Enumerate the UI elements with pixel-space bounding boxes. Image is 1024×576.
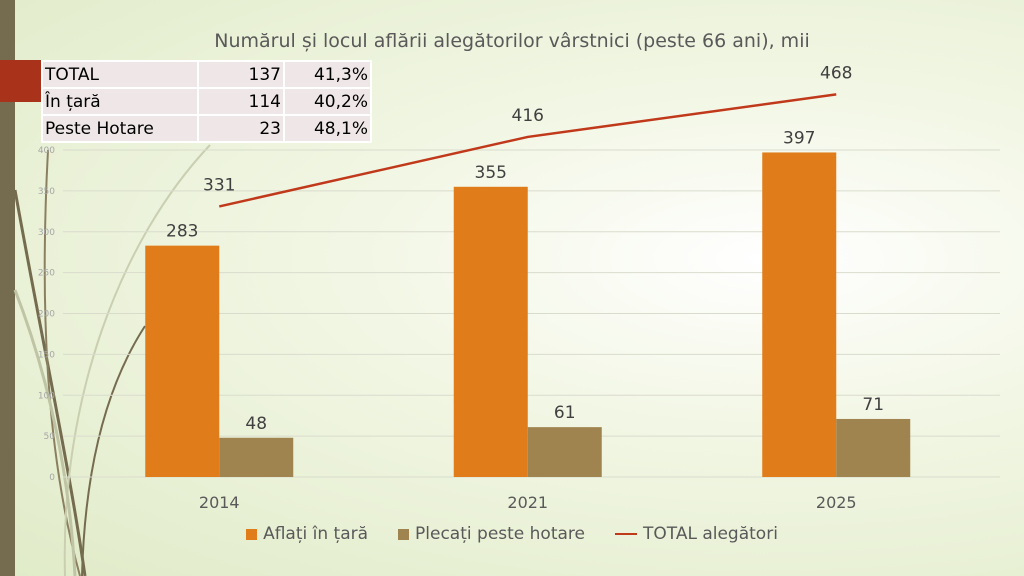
legend-label: Aflați în țară: [263, 524, 369, 544]
row-value: 23: [197, 114, 285, 143]
x-tick-label: 2014: [199, 493, 240, 512]
bar: [836, 418, 911, 477]
total-line: [218, 93, 837, 208]
summary-table: TOTAL 137 41,3% În țară 114 40,2% Peste …: [41, 60, 372, 143]
y-tick-label: 300: [38, 228, 55, 238]
bar: [527, 427, 602, 477]
data-label: 416: [512, 106, 544, 126]
bar: [453, 186, 528, 477]
y-tick-label: 100: [38, 391, 55, 401]
bar: [145, 245, 220, 477]
row-percent: 48,1%: [283, 114, 372, 143]
data-label: 61: [554, 403, 576, 423]
legend-label: Plecați peste hotare: [415, 524, 585, 544]
row-percent: 40,2%: [283, 87, 372, 116]
data-label: 283: [166, 222, 198, 242]
y-tick-label: 50: [44, 432, 56, 442]
legend-swatch: [246, 528, 258, 540]
row-label: Peste Hotare: [41, 114, 199, 143]
y-tick-label: 350: [38, 187, 55, 197]
legend-item: Aflați în țară: [246, 524, 368, 544]
data-label: 331: [203, 175, 235, 195]
accent-square: [0, 60, 41, 102]
data-label: 397: [783, 128, 815, 148]
legend-item: Plecați peste hotare: [398, 524, 585, 544]
legend: Aflați în țară Plecați peste hotare TOTA…: [0, 524, 1024, 544]
side-bar: [0, 0, 15, 576]
x-tick-label: 2025: [816, 493, 857, 512]
y-tick-label: 0: [49, 473, 55, 483]
y-tick-label: 150: [38, 350, 55, 360]
data-label: 468: [820, 63, 852, 83]
y-tick-label: 200: [38, 310, 55, 320]
row-value: 114: [197, 87, 285, 116]
y-tick-label: 400: [38, 146, 55, 156]
legend-swatch: [398, 528, 410, 540]
data-label: 48: [245, 414, 267, 434]
bar: [762, 152, 837, 477]
bar: [219, 437, 294, 477]
row-value: 137: [197, 60, 285, 89]
chart-title: Numărul și locul aflării alegătorilor vâ…: [214, 30, 810, 52]
table-row: TOTAL 137 41,3%: [41, 60, 372, 89]
legend-swatch: [615, 533, 637, 535]
row-label: TOTAL: [41, 60, 199, 89]
decorative-curves: [0, 0, 211, 576]
row-label: În țară: [41, 87, 199, 116]
legend-item: TOTAL alegători: [615, 524, 778, 544]
legend-label: TOTAL alegători: [643, 524, 778, 544]
table-row: În țară 114 40,2%: [41, 87, 372, 116]
data-label: 355: [475, 163, 507, 183]
y-tick-label: 250: [38, 269, 55, 279]
data-label: 71: [862, 395, 884, 415]
x-tick-label: 2021: [507, 493, 548, 512]
row-percent: 41,3%: [283, 60, 372, 89]
table-row: Peste Hotare 23 48,1%: [41, 114, 372, 143]
